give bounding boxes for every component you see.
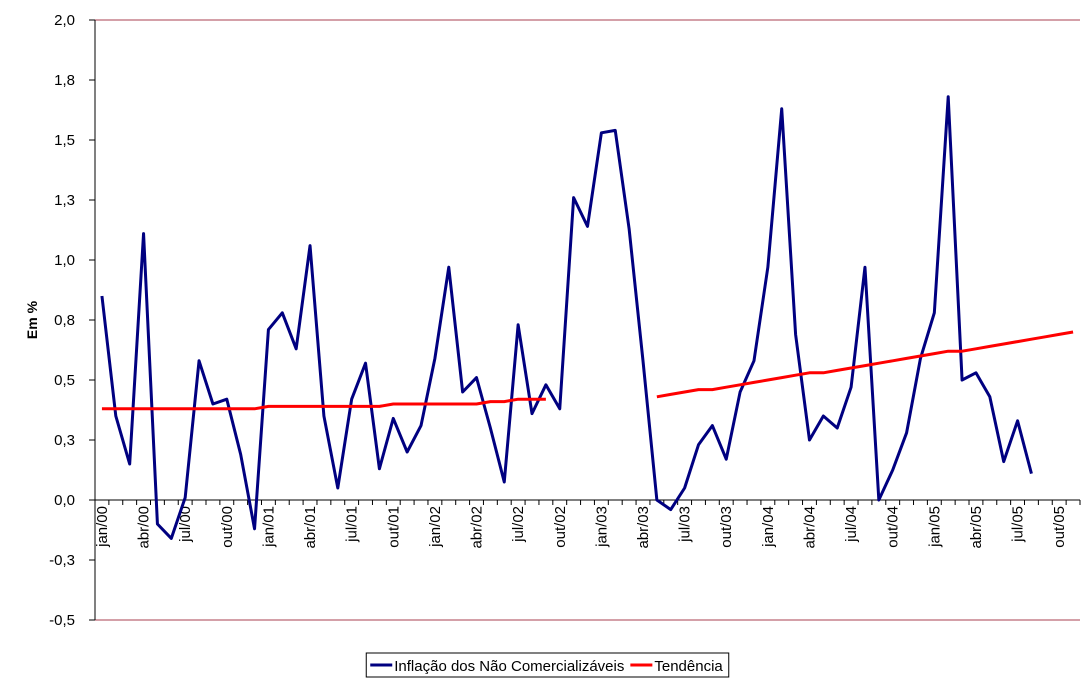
legend: Inflação dos Não Comercializáveis Tendênc… — [365, 652, 730, 678]
x-tick-label: jul/03 — [677, 506, 694, 543]
data-line — [101, 397, 546, 411]
y-tick-label: 0,3 — [54, 432, 75, 449]
y-tick-label: 0,5 — [54, 372, 75, 389]
x-tick-label: abr/00 — [136, 506, 153, 549]
legend-label: Inflação dos Não Comercializáveis — [394, 658, 624, 675]
x-tick-label: jul/04 — [843, 506, 860, 543]
x-tick-label: jul/02 — [510, 506, 527, 543]
x-tick-label: out/00 — [219, 506, 236, 548]
x-tick-label: jan/05 — [926, 506, 943, 548]
x-tick-label: out/01 — [385, 506, 402, 548]
x-tick-label: abr/03 — [635, 506, 652, 549]
legend-box — [365, 652, 730, 678]
x-tick-label: abr/04 — [801, 506, 818, 549]
x-tick-label: out/05 — [1051, 506, 1068, 548]
x-tick-label: abr/01 — [302, 506, 319, 549]
x-tick-label: abr/02 — [469, 506, 486, 549]
y-tick-label: 1,5 — [54, 132, 75, 149]
x-tick-label: jan/03 — [593, 506, 610, 548]
x-tick-label: jan/04 — [760, 506, 777, 548]
x-tick-label: jul/00 — [177, 506, 194, 543]
y-tick-label: 1,8 — [54, 72, 75, 89]
y-tick-label: -0,3 — [49, 552, 75, 569]
x-tick-label: abr/05 — [968, 506, 985, 549]
x-tick-label: out/04 — [885, 506, 902, 548]
data-line — [656, 330, 1074, 399]
x-tick-label: jan/02 — [427, 506, 444, 548]
x-tick-label: jul/01 — [344, 506, 361, 543]
x-tick-label: out/03 — [718, 506, 735, 548]
legend-label: Tendência — [654, 658, 723, 675]
y-axis-label: Em % — [24, 300, 40, 339]
y-tick-label: 2,0 — [54, 12, 75, 29]
y-tick-label: 0,8 — [54, 312, 75, 329]
x-tick-label: jan/00 — [94, 506, 111, 548]
y-tick-label: 1,0 — [54, 252, 75, 269]
data-line — [100, 95, 1033, 540]
x-tick-label: jul/05 — [1010, 506, 1027, 543]
y-tick-label: 1,3 — [54, 192, 75, 209]
x-tick-label: jan/01 — [260, 506, 277, 548]
y-tick-label: 0,0 — [54, 492, 75, 509]
x-tick-label: out/02 — [552, 506, 569, 548]
y-tick-label: -0,5 — [49, 612, 75, 629]
